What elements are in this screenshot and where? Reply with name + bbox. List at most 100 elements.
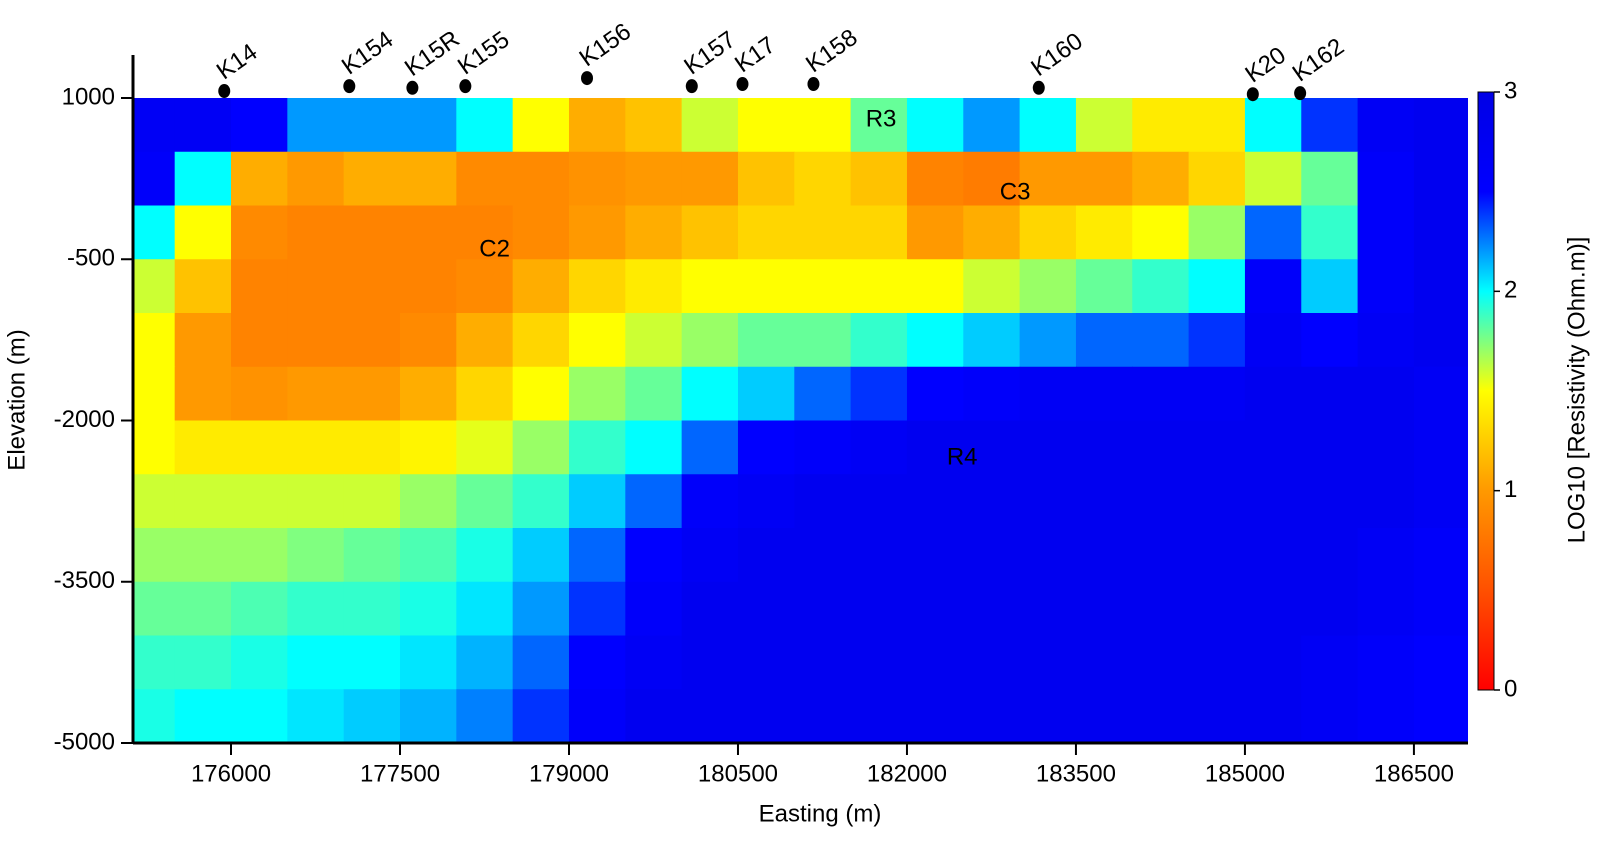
heatmap-cell: [400, 635, 457, 690]
heatmap-cell: [1357, 205, 1415, 260]
heatmap-cell: [625, 259, 683, 314]
heatmap-cell: [1132, 205, 1190, 260]
heatmap-cell: [512, 528, 570, 583]
heatmap-cell: [737, 528, 795, 583]
heatmap-cell: [1413, 528, 1468, 583]
heatmap-cell: [568, 420, 626, 475]
heatmap-cell: [133, 635, 176, 690]
well-marker: [459, 79, 472, 94]
heatmap-cell: [1075, 151, 1133, 207]
region-label: R4: [947, 443, 978, 470]
heatmap-cell: [906, 635, 964, 690]
heatmap-cell: [1019, 205, 1077, 260]
heatmap-cell: [681, 528, 739, 583]
x-tick-label: 180500: [698, 760, 778, 787]
heatmap-cell: [1357, 581, 1415, 637]
heatmap-cell: [287, 205, 345, 260]
x-tick-label: 183500: [1036, 760, 1116, 787]
heatmap-cell: [737, 98, 795, 153]
heatmap-cell: [1188, 474, 1246, 529]
heatmap-cell: [1244, 205, 1302, 260]
x-tick-label: 177500: [360, 760, 440, 787]
heatmap-cell: [681, 366, 739, 422]
heatmap-cell: [1413, 420, 1468, 475]
heatmap-cell: [568, 474, 626, 529]
heatmap-cell: [1244, 689, 1302, 743]
heatmap-cell: [1132, 151, 1190, 207]
heatmap-cell: [625, 474, 683, 529]
heatmap-cell: [1075, 581, 1133, 637]
heatmap-cell: [794, 581, 852, 637]
heatmap-cell: [400, 205, 457, 260]
heatmap-cell: [1019, 635, 1077, 690]
heatmap-cell: [963, 259, 1021, 314]
region-label: C2: [479, 235, 510, 262]
heatmap-cell: [568, 205, 626, 260]
heatmap-cell: [1188, 205, 1246, 260]
heatmap-cell: [1301, 366, 1359, 422]
heatmap-cell: [400, 313, 457, 368]
heatmap-cell: [681, 313, 739, 368]
heatmap-cell: [1413, 313, 1468, 368]
heatmap-cell: [681, 205, 739, 260]
heatmap-cell: [1019, 420, 1077, 475]
heatmap-cell: [568, 581, 626, 637]
heatmap-cell: [456, 98, 514, 153]
heatmap-cell: [1188, 313, 1246, 368]
heatmap-cell: [850, 205, 908, 260]
heatmap-cell: [512, 313, 570, 368]
heatmap-cell: [287, 689, 345, 743]
heatmap-cell: [133, 581, 176, 637]
well-label: K156: [575, 18, 636, 72]
heatmap-cell: [1188, 581, 1246, 637]
heatmap-cell: [456, 528, 514, 583]
heatmap-cell: [737, 635, 795, 690]
heatmap-cell: [794, 98, 852, 153]
heatmap-cell: [625, 420, 683, 475]
heatmap-cell: [133, 420, 176, 475]
heatmap-cell: [400, 689, 457, 743]
heatmap-cell: [1301, 420, 1359, 475]
heatmap-cell: [174, 581, 232, 637]
region-label: R3: [866, 105, 897, 132]
heatmap-cell: [850, 635, 908, 690]
heatmap-cell: [794, 420, 852, 475]
heatmap-cell: [287, 474, 345, 529]
heatmap-cell: [568, 635, 626, 690]
heatmap-cell: [1357, 151, 1415, 207]
heatmap-cell: [400, 151, 457, 207]
heatmap-cell: [568, 689, 626, 743]
heatmap-cell: [133, 205, 176, 260]
colorbar-tick-label: 3: [1504, 77, 1517, 104]
heatmap-cell: [1413, 635, 1468, 690]
heatmap-cell: [625, 528, 683, 583]
heatmap-cell: [963, 689, 1021, 743]
heatmap-cell: [568, 151, 626, 207]
heatmap-cell: [794, 259, 852, 314]
heatmap-cell: [681, 474, 739, 529]
heatmap-cell: [681, 689, 739, 743]
heatmap-cell: [568, 98, 626, 153]
heatmap-cell: [400, 420, 457, 475]
heatmap-cell: [794, 151, 852, 207]
heatmap-cell: [963, 205, 1021, 260]
heatmap-cell: [850, 528, 908, 583]
heatmap-cell: [400, 474, 457, 529]
heatmap-cell: [1413, 151, 1468, 207]
heatmap-cell: [1357, 689, 1415, 743]
heatmap-cell: [963, 313, 1021, 368]
heatmap-cell: [512, 689, 570, 743]
heatmap-cell: [850, 259, 908, 314]
heatmap-cell: [1075, 528, 1133, 583]
heatmap-cell: [343, 474, 401, 529]
heatmap-cell: [1132, 689, 1190, 743]
heatmap-cell: [231, 205, 288, 260]
heatmap-cell: [1244, 635, 1302, 690]
heatmap-cell: [1244, 581, 1302, 637]
heatmap-cell: [231, 151, 288, 207]
heatmap-cell: [963, 528, 1021, 583]
heatmap-cell: [1413, 205, 1468, 260]
heatmap-cell: [1357, 366, 1415, 422]
heatmap-cell: [1075, 98, 1133, 153]
